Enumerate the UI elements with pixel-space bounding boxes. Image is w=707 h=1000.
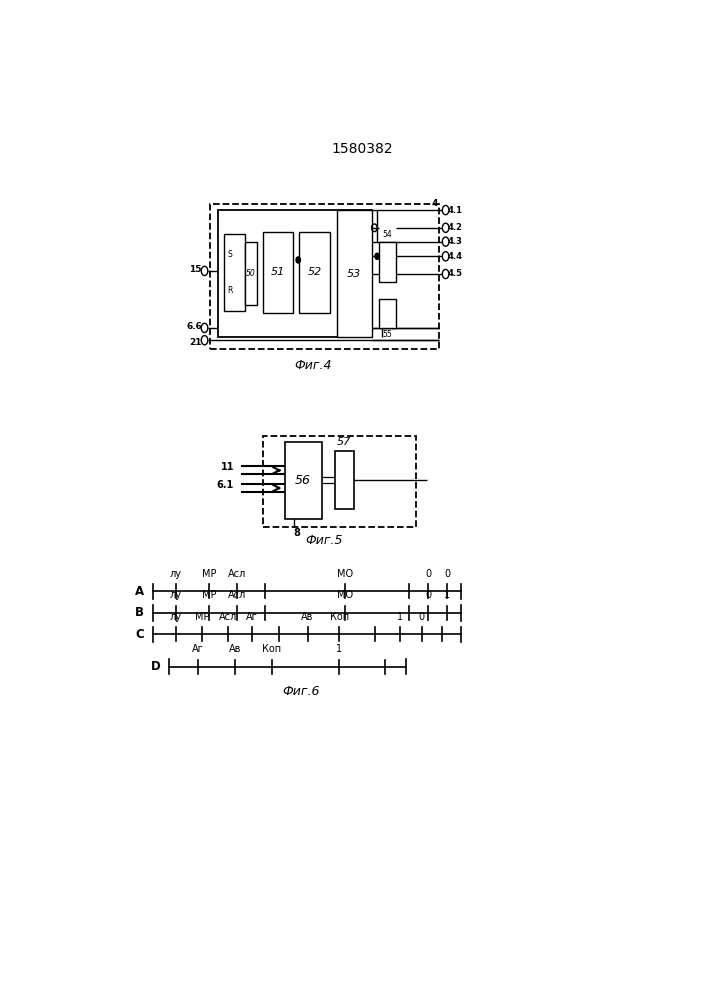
Text: 50: 50: [246, 269, 256, 278]
Text: Коп: Коп: [262, 644, 281, 654]
Text: Асл: Асл: [218, 612, 237, 622]
Text: МР: МР: [201, 569, 216, 579]
Text: Аг: Аг: [246, 612, 257, 622]
Bar: [379, 242, 397, 282]
Text: Фиг.4: Фиг.4: [294, 359, 332, 372]
Bar: [218, 210, 372, 337]
Text: 4.1: 4.1: [448, 206, 463, 215]
Circle shape: [296, 257, 300, 263]
Text: Асл: Асл: [228, 569, 247, 579]
Text: 53: 53: [347, 269, 361, 279]
Text: A: A: [135, 585, 144, 598]
Bar: [337, 210, 372, 337]
Text: 11: 11: [221, 462, 234, 472]
Text: 4: 4: [431, 199, 438, 208]
Text: 15: 15: [189, 265, 202, 274]
Bar: [224, 234, 245, 311]
Text: 4.2: 4.2: [448, 223, 463, 232]
Text: R: R: [227, 286, 233, 295]
Text: 1: 1: [444, 590, 450, 600]
Text: 0: 0: [444, 569, 450, 579]
Text: 51: 51: [271, 267, 285, 277]
Text: 4.4: 4.4: [448, 252, 463, 261]
Text: лу: лу: [170, 612, 182, 622]
Text: 54: 54: [382, 230, 392, 239]
Text: Асл: Асл: [228, 590, 247, 600]
Text: C: C: [135, 628, 144, 641]
Text: 0: 0: [419, 612, 425, 622]
Text: лу: лу: [170, 569, 182, 579]
Text: Фиг.6: Фиг.6: [282, 685, 320, 698]
Bar: [210, 204, 439, 349]
Text: Ав: Ав: [301, 612, 314, 622]
Text: лу: лу: [170, 590, 182, 600]
Text: МО: МО: [337, 590, 353, 600]
Text: МР: МР: [201, 590, 216, 600]
Text: 57: 57: [337, 437, 351, 447]
Bar: [262, 232, 293, 312]
Text: 8: 8: [293, 528, 300, 538]
Text: Ав: Ав: [229, 644, 241, 654]
Text: B: B: [135, 606, 144, 619]
Text: 4.3: 4.3: [448, 237, 463, 246]
Circle shape: [375, 253, 380, 259]
Text: 6.6: 6.6: [187, 322, 203, 331]
Text: 0: 0: [425, 569, 431, 579]
Text: 52: 52: [308, 267, 322, 277]
Text: 6.1: 6.1: [217, 480, 234, 490]
Bar: [335, 451, 354, 509]
Text: 1580382: 1580382: [332, 142, 393, 156]
Text: Коп: Коп: [329, 612, 349, 622]
Text: 1: 1: [397, 612, 403, 622]
Text: D: D: [151, 660, 160, 673]
Text: Фиг.5: Фиг.5: [305, 534, 343, 547]
Bar: [284, 442, 322, 519]
Text: S: S: [227, 250, 232, 259]
Text: 4.5: 4.5: [448, 269, 463, 278]
Bar: [379, 299, 397, 328]
Bar: [262, 436, 416, 527]
Text: Аг: Аг: [192, 644, 204, 654]
Text: 21: 21: [189, 338, 202, 347]
Text: МО: МО: [337, 569, 353, 579]
Bar: [299, 232, 330, 312]
Text: 55: 55: [382, 330, 392, 339]
Text: 56: 56: [295, 474, 311, 487]
Text: 1: 1: [337, 644, 342, 654]
Text: МР: МР: [194, 612, 209, 622]
Bar: [245, 242, 257, 305]
Text: 0: 0: [425, 590, 431, 600]
